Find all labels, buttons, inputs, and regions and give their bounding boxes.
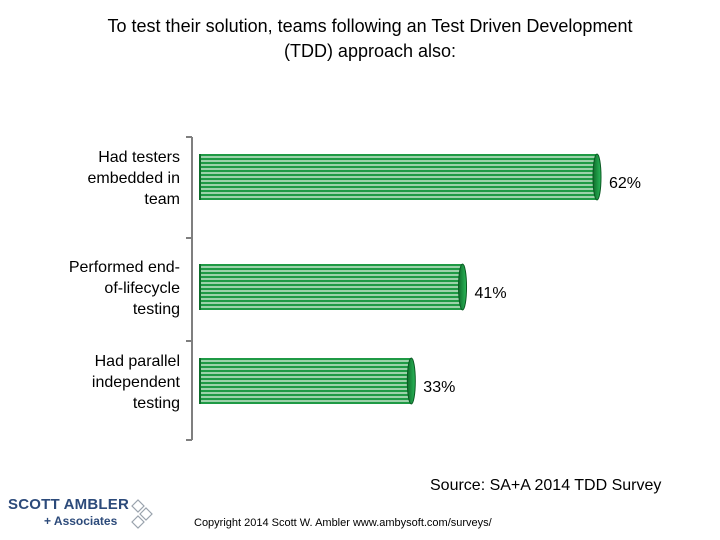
value-label-3: 33%	[423, 379, 455, 396]
logo-diamond-icon	[131, 499, 153, 529]
category-label-2: Performed end-of-lifecycle testing	[69, 259, 180, 318]
category-label-line: of-lifecycle	[104, 280, 180, 297]
bar-stripes-2	[200, 266, 463, 308]
source-note: Source: SA+A 2014 TDD Survey	[430, 477, 662, 494]
category-axis	[186, 136, 193, 441]
category-label-3: Had parallel independent testing	[92, 353, 181, 412]
bar-stripes-3	[200, 360, 412, 402]
category-label-1: Had testers embedded in team	[87, 149, 180, 208]
logo-text-line-2: + Associates	[44, 514, 118, 528]
category-label-line: Had testers	[98, 149, 180, 166]
logo-text-line-1: SCOTT AMBLER	[8, 496, 130, 513]
bar-stripes-1	[200, 156, 597, 198]
copyright-note: Copyright 2014 Scott W. Ambler www.ambys…	[194, 517, 492, 529]
chart-title-line-1: To test their solution, teams following …	[107, 16, 633, 36]
chart-title: To test their solution, teams following …	[60, 14, 680, 64]
category-label-line: testing	[133, 301, 180, 318]
bar-end-cap-1	[592, 153, 602, 201]
category-label-line: independent	[92, 374, 181, 391]
value-label-2: 41%	[475, 285, 507, 302]
value-label-1: 62%	[609, 175, 641, 192]
bar-end-cap-2	[458, 263, 468, 311]
category-label-line: Had parallel	[95, 353, 180, 370]
category-label-line: embedded in	[87, 170, 180, 187]
category-label-line: testing	[133, 395, 180, 412]
chart-title-line-2: (TDD) approach also:	[283, 41, 457, 61]
category-label-line: team	[144, 191, 180, 208]
bar-group-3: 33% Had parallel independent testing	[92, 353, 455, 412]
bar-end-cap-3	[406, 357, 416, 405]
bar-group-2: 41% Performed end-of-lifecycle testing	[69, 259, 507, 318]
bar-group-1: 62% Had testers embedded in team	[87, 149, 641, 208]
company-logo: SCOTT AMBLER + Associates	[8, 496, 158, 534]
category-label-line: Performed end-	[69, 259, 180, 276]
